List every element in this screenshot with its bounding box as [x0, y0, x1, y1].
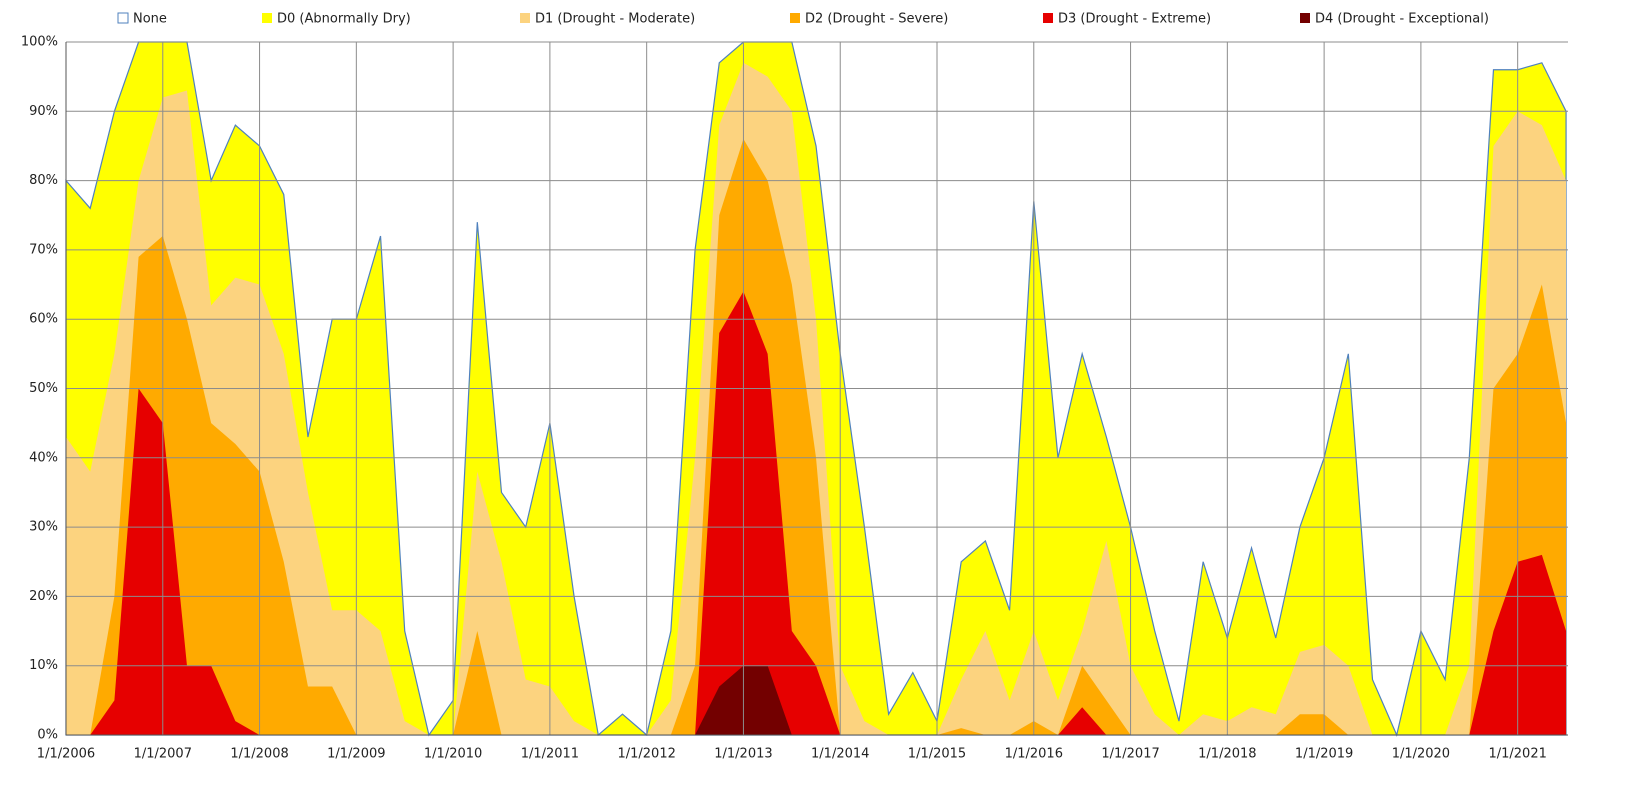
legend-label: None	[133, 12, 167, 27]
legend-swatch	[1300, 13, 1310, 23]
legend-swatch	[1043, 13, 1053, 23]
y-tick-label: 50%	[29, 381, 58, 396]
x-tick-label: 1/1/2016	[1005, 747, 1063, 762]
x-tick-label: 1/1/2009	[327, 747, 385, 762]
legend-label: D4 (Drought - Exceptional)	[1315, 12, 1489, 27]
x-tick-label: 1/1/2012	[617, 747, 675, 762]
legend-swatch	[117, 12, 129, 24]
y-tick-label: 40%	[29, 450, 58, 465]
x-tick-label: 1/1/2017	[1101, 747, 1159, 762]
y-tick-label: 0%	[37, 728, 58, 743]
legend-swatch	[520, 13, 530, 23]
x-tick-label: 1/1/2007	[134, 747, 192, 762]
area	[66, 139, 1567, 735]
y-tick-label: 90%	[29, 104, 58, 119]
x-tick-label: 1/1/2020	[1392, 747, 1450, 762]
legend-label: D2 (Drought - Severe)	[805, 12, 948, 27]
legend-label: D1 (Drought - Moderate)	[535, 12, 695, 27]
x-tick-label: 1/1/2006	[37, 747, 95, 762]
y-tick-label: 80%	[29, 173, 58, 188]
y-tick-label: 30%	[29, 520, 58, 535]
x-tick-label: 1/1/2021	[1488, 747, 1546, 762]
legend-label: D3 (Drought - Extreme)	[1058, 12, 1211, 27]
area	[66, 291, 1567, 735]
legend-swatch	[262, 13, 272, 23]
x-tick-label: 1/1/2010	[424, 747, 482, 762]
legend-swatch	[790, 13, 800, 23]
x-tick-label: 1/1/2008	[230, 747, 288, 762]
x-tick-label: 1/1/2011	[521, 747, 579, 762]
y-tick-label: 20%	[29, 589, 58, 604]
x-tick-label: 1/1/2019	[1295, 747, 1353, 762]
y-tick-label: 70%	[29, 242, 58, 257]
y-tick-label: 100%	[21, 35, 58, 50]
x-tick-label: 1/1/2013	[714, 747, 772, 762]
y-tick-label: 10%	[29, 658, 58, 673]
x-tick-label: 1/1/2015	[908, 747, 966, 762]
legend-label: D0 (Abnormally Dry)	[277, 12, 411, 27]
area	[66, 62, 1567, 736]
x-tick-label: 1/1/2018	[1198, 747, 1256, 762]
y-tick-label: 60%	[29, 312, 58, 327]
x-tick-label: 1/1/2014	[811, 747, 869, 762]
